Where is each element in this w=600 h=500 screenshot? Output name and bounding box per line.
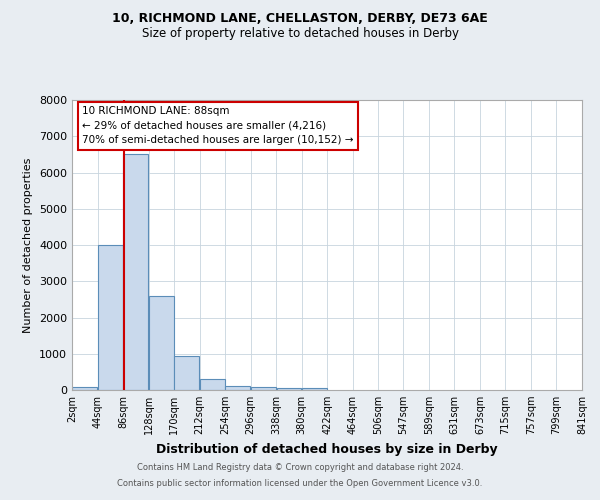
Bar (73, 388, 97, 390)
Bar (200, 379, 225, 390)
Bar (124, 154, 148, 390)
Y-axis label: Number of detached properties: Number of detached properties (23, 158, 34, 332)
Bar (277, 388, 301, 390)
Text: Size of property relative to detached houses in Derby: Size of property relative to detached ho… (142, 28, 458, 40)
Bar (226, 386, 250, 390)
Text: Contains HM Land Registry data © Crown copyright and database right 2024.: Contains HM Land Registry data © Crown c… (137, 464, 463, 472)
X-axis label: Distribution of detached houses by size in Derby: Distribution of detached houses by size … (156, 442, 498, 456)
Text: 10 RICHMOND LANE: 88sqm
← 29% of detached houses are smaller (4,216)
70% of semi: 10 RICHMOND LANE: 88sqm ← 29% of detache… (82, 106, 354, 146)
Bar (251, 387, 276, 390)
Bar (149, 296, 174, 390)
Bar (175, 356, 199, 390)
Bar (302, 388, 327, 390)
Bar (98, 245, 123, 390)
Text: 10, RICHMOND LANE, CHELLASTON, DERBY, DE73 6AE: 10, RICHMOND LANE, CHELLASTON, DERBY, DE… (112, 12, 488, 26)
Text: Contains public sector information licensed under the Open Government Licence v3: Contains public sector information licen… (118, 478, 482, 488)
